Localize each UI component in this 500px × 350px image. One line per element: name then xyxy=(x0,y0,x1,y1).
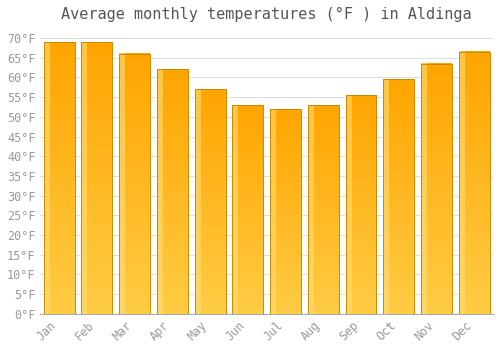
Bar xyxy=(458,52,490,314)
Bar xyxy=(119,54,150,314)
Bar xyxy=(346,95,376,314)
Bar xyxy=(44,42,74,314)
Bar xyxy=(270,109,301,314)
Bar xyxy=(82,42,112,314)
Bar xyxy=(157,70,188,314)
Bar xyxy=(421,64,452,314)
Bar xyxy=(194,89,226,314)
Bar xyxy=(232,105,264,314)
Bar xyxy=(308,105,338,314)
Title: Average monthly temperatures (°F ) in Aldinga: Average monthly temperatures (°F ) in Al… xyxy=(62,7,472,22)
Bar xyxy=(384,79,414,314)
